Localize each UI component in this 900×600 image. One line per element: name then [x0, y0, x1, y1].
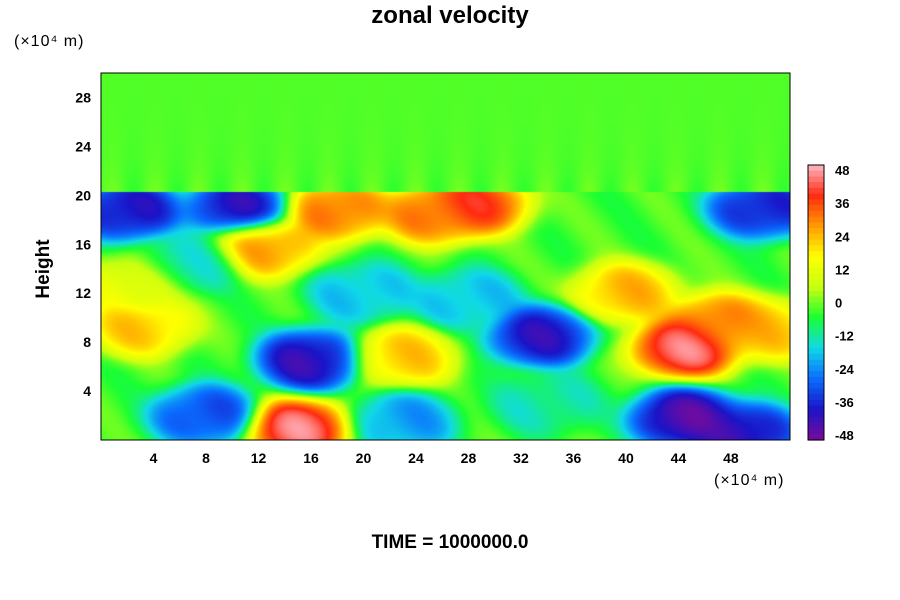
- x-axis-unit: (×10⁴ m): [714, 472, 785, 489]
- plot-frame: [100, 72, 791, 441]
- colorbar-band: [808, 205, 824, 212]
- colorbar-band: [808, 176, 824, 183]
- colorbar-band: [808, 405, 824, 412]
- colorbar-band: [808, 170, 824, 178]
- colorbar-tick-label: -24: [835, 362, 855, 377]
- y-tick-label: 4: [83, 383, 91, 399]
- colorbar-tick-label: -48: [835, 428, 854, 443]
- colorbar-band: [808, 291, 824, 298]
- colorbar-tick-label: 36: [835, 196, 849, 211]
- colorbar-band: [808, 331, 824, 338]
- colorbar-band: [808, 313, 824, 321]
- colorbar-band: [808, 279, 824, 286]
- colorbar: [807, 164, 825, 441]
- colorbar-band: [808, 187, 824, 195]
- x-tick-label: 16: [303, 450, 319, 466]
- x-tick-label: 36: [566, 450, 582, 466]
- colorbar-ticks: 48 36 24 12 0 -12 -24 -36 -48: [835, 163, 855, 443]
- x-tick-label: 28: [461, 450, 477, 466]
- colorbar-band: [808, 193, 824, 200]
- colorbar-band: [808, 199, 824, 206]
- x-tick-label: 4: [150, 450, 158, 466]
- x-tick-label: 24: [408, 450, 424, 466]
- plot-area: [100, 72, 791, 441]
- colorbar-tick-label: 48: [835, 163, 849, 178]
- colorbar-band: [808, 262, 824, 269]
- colorbar-tick-label: 12: [835, 262, 849, 277]
- colorbar-band: [808, 325, 824, 332]
- y-axis-label-text: Height: [33, 239, 54, 299]
- colorbar-band: [808, 296, 824, 304]
- colorbar-tick-label: -12: [835, 329, 854, 344]
- colorbar-band: [808, 354, 824, 361]
- colorbar-band: [808, 222, 824, 229]
- y-axis-unit: (×10⁴ m): [14, 33, 85, 50]
- colorbar-tick-label: -36: [835, 395, 854, 410]
- colorbar-band: [808, 336, 824, 344]
- colorbar-band: [808, 245, 824, 252]
- colorbar-band: [808, 348, 824, 355]
- colorbar-band: [808, 434, 824, 441]
- colorbar-band: [808, 359, 824, 367]
- colorbar-band: [808, 382, 824, 390]
- y-axis: 4 8 12 16 20 24 28: [75, 89, 91, 399]
- colorbar-band: [808, 285, 824, 292]
- colorbar-band: [808, 233, 824, 241]
- time-label: TIME = 1000000.0: [371, 532, 529, 553]
- heatmap-field: [101, 73, 790, 440]
- colorbar-band: [808, 411, 824, 418]
- y-tick-label: 24: [75, 138, 91, 154]
- colorbar-band: [808, 428, 824, 435]
- colorbar-band: [808, 239, 824, 246]
- x-tick-label: 48: [723, 450, 739, 466]
- y-tick-label: 12: [75, 285, 91, 301]
- x-tick-label: 12: [251, 450, 267, 466]
- colorbar-band: [808, 365, 824, 372]
- y-tick-label: 16: [75, 236, 91, 252]
- y-tick-label: 8: [83, 334, 91, 350]
- x-tick-label: 20: [356, 450, 372, 466]
- colorbar-band: [808, 422, 824, 430]
- colorbar-band: [808, 216, 824, 223]
- x-tick-label: 40: [618, 450, 634, 466]
- x-tick-label: 32: [513, 450, 529, 466]
- colorbar-band: [808, 308, 824, 315]
- colorbar-band: [808, 228, 824, 235]
- colorbar-tick-label: 0: [835, 296, 842, 311]
- colorbar-tick-label: 24: [835, 229, 850, 244]
- colorbar-band: [808, 250, 824, 258]
- y-tick-label: 28: [75, 89, 91, 105]
- colorbar-band: [808, 371, 824, 378]
- x-axis: 4 8 12 16 20 24 28 32 36 40 44 48: [150, 450, 739, 466]
- colorbar-band: [808, 388, 824, 395]
- colorbar-band: [808, 210, 824, 218]
- colorbar-frame: [807, 164, 825, 441]
- colorbar-band: [808, 376, 824, 384]
- colorbar-band: [808, 399, 824, 407]
- x-tick-label: 44: [671, 450, 687, 466]
- colorbar-band: [808, 302, 824, 309]
- colorbar-band: [808, 319, 824, 327]
- colorbar-band: [808, 256, 824, 263]
- chart-title: zonal velocity: [371, 2, 529, 29]
- colorbar-band: [808, 165, 824, 172]
- colorbar-band: [808, 394, 824, 401]
- y-tick-label: 20: [75, 187, 91, 203]
- colorbar-band: [808, 182, 824, 189]
- colorbar-band: [808, 342, 824, 349]
- colorbar-band: [808, 273, 824, 281]
- colorbar-band: [808, 268, 824, 275]
- colorbar-band: [808, 417, 824, 424]
- x-tick-label: 8: [202, 450, 210, 466]
